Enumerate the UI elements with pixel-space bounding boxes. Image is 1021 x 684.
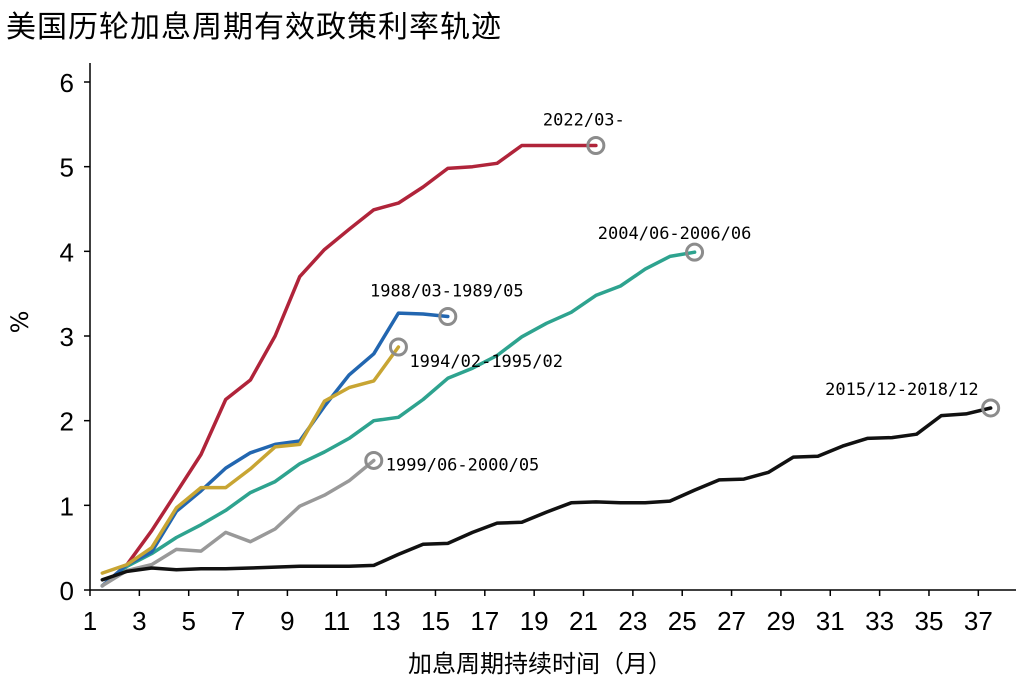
series-end-marker xyxy=(438,307,458,327)
chart-title: 美国历轮加息周期有效政策利率轨迹 xyxy=(6,10,502,45)
x-tick-label: 7 xyxy=(231,606,245,636)
y-axis-title: % xyxy=(6,311,34,334)
y-tick-label: 5 xyxy=(60,153,74,183)
x-tick-label: 17 xyxy=(470,606,499,636)
y-tick-label: 2 xyxy=(60,407,74,437)
series-label: 1988/03-1989/05 xyxy=(370,282,524,302)
series-line xyxy=(100,311,450,588)
series-label: 2015/12-2018/12 xyxy=(825,380,979,400)
y-tick-label: 3 xyxy=(60,322,74,352)
series-line xyxy=(100,458,376,588)
series-end-marker xyxy=(981,398,1001,418)
series-end-marker xyxy=(586,136,606,155)
y-tick-label: 1 xyxy=(60,491,74,521)
y-tick-label: 4 xyxy=(60,237,74,267)
x-tick-label: 11 xyxy=(323,606,350,636)
x-tick-label: 37 xyxy=(964,606,993,636)
x-tick-label: 33 xyxy=(865,606,894,636)
x-axis-title: 加息周期持续时间（月） xyxy=(408,650,672,678)
x-tick-label: 3 xyxy=(132,606,146,636)
y-tick-label: 6 xyxy=(60,68,74,98)
x-tick-label: 31 xyxy=(816,606,845,636)
x-axis-ticks: 1 3 5 7 9 11 13 15 17 19 21 23 25 27 29 31 33 35 37 xyxy=(83,590,993,636)
x-tick-label: 1 xyxy=(83,606,97,636)
series-label: 1999/06-2000/05 xyxy=(386,455,540,475)
x-tick-label: 9 xyxy=(280,606,294,636)
x-tick-label: 35 xyxy=(915,606,944,636)
series-line xyxy=(100,406,993,582)
x-tick-label: 29 xyxy=(766,606,795,636)
series-end-marker xyxy=(388,337,408,357)
x-tick-label: 27 xyxy=(717,606,746,636)
series-lines xyxy=(100,143,993,588)
series-end-marker xyxy=(364,450,384,470)
series-line xyxy=(100,250,697,588)
y-tick-label: 0 xyxy=(60,576,74,606)
series-labels: 2022/03- 2004/06-2006/06 1988/03-1989/05 19… xyxy=(370,111,979,476)
series-line xyxy=(100,143,598,588)
y-axis-ticks: 0 1 2 3 4 5 6 xyxy=(60,68,90,606)
series-end-markers xyxy=(364,136,1001,470)
series-end-marker xyxy=(685,242,705,262)
x-tick-label: 21 xyxy=(569,606,598,636)
x-tick-label: 23 xyxy=(618,606,647,636)
series-label: 2004/06-2006/06 xyxy=(598,224,752,244)
x-tick-label: 15 xyxy=(421,606,450,636)
x-tick-label: 19 xyxy=(520,606,549,636)
x-tick-label: 13 xyxy=(372,606,401,636)
series-label: 2022/03- xyxy=(543,111,625,131)
series-label: 1994/02-1995/02 xyxy=(409,352,563,372)
x-tick-label: 25 xyxy=(668,606,697,636)
series-line xyxy=(100,345,401,575)
x-tick-label: 5 xyxy=(181,606,195,636)
